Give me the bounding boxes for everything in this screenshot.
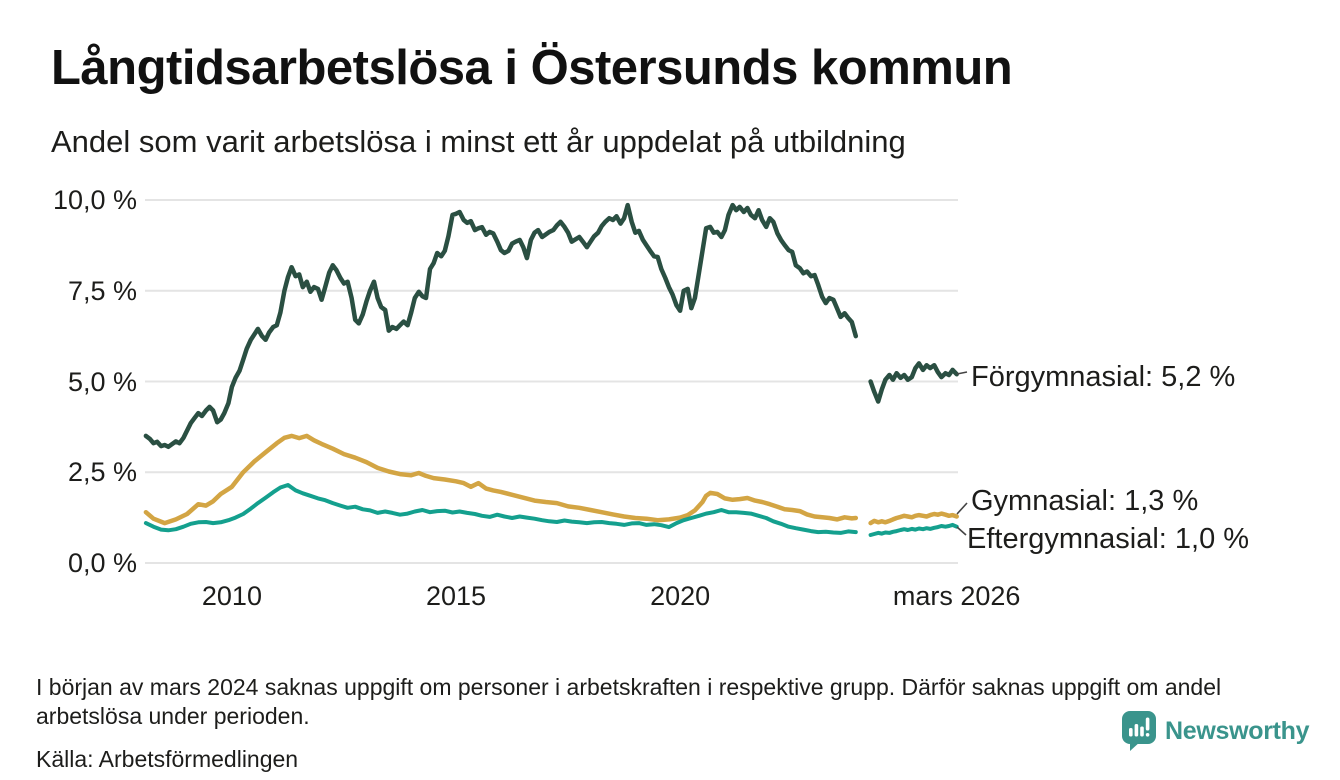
label-connector-gymnasial [956, 502, 968, 515]
x-axis-tick: 2020 [650, 581, 711, 611]
y-axis-tick: 10,0 % [52, 185, 137, 215]
y-axis-tick: 7,5 % [67, 275, 137, 306]
y-axis-tick: 5,0 % [67, 366, 137, 397]
newsworthy-speech-bubble-icon [1122, 711, 1156, 751]
x-axis-tick: mars 2026 [892, 581, 1021, 611]
source-line: Källa: Arbetsförmedlingen [36, 746, 299, 772]
series-end-label-forgymnasial: Förgymnasial: 5,2 % [971, 361, 1236, 393]
series-end-label-gymnasial: Gymnasial: 1,3 % [971, 485, 1199, 517]
y-axis-tick: 2,5 % [67, 457, 137, 488]
data-gap-footnote: I början av mars 2024 saknas uppgift om … [36, 674, 1222, 729]
newsworthy-logo[interactable]: Newsworthy [1122, 710, 1310, 752]
gridlines [145, 199, 958, 564]
x-axis-tick: 2010 [201, 581, 262, 611]
page-title: Långtidsarbetslösa i Östersunds kommun [51, 41, 1013, 95]
series-end-label-eftergymnasial: Eftergymnasial: 1,0 % [967, 523, 1250, 555]
chart-subtitle: Andel som varit arbetslösa i minst ett å… [51, 124, 906, 159]
x-axis-tick: 2015 [425, 581, 487, 611]
series-lines [143, 202, 959, 537]
label-connector-forgymnasial [956, 371, 968, 375]
newsworthy-wordmark: Newsworthy [1165, 716, 1310, 745]
label-connector-eftergymnasial [956, 526, 967, 536]
y-axis-tick: 0,0 % [67, 548, 137, 578]
